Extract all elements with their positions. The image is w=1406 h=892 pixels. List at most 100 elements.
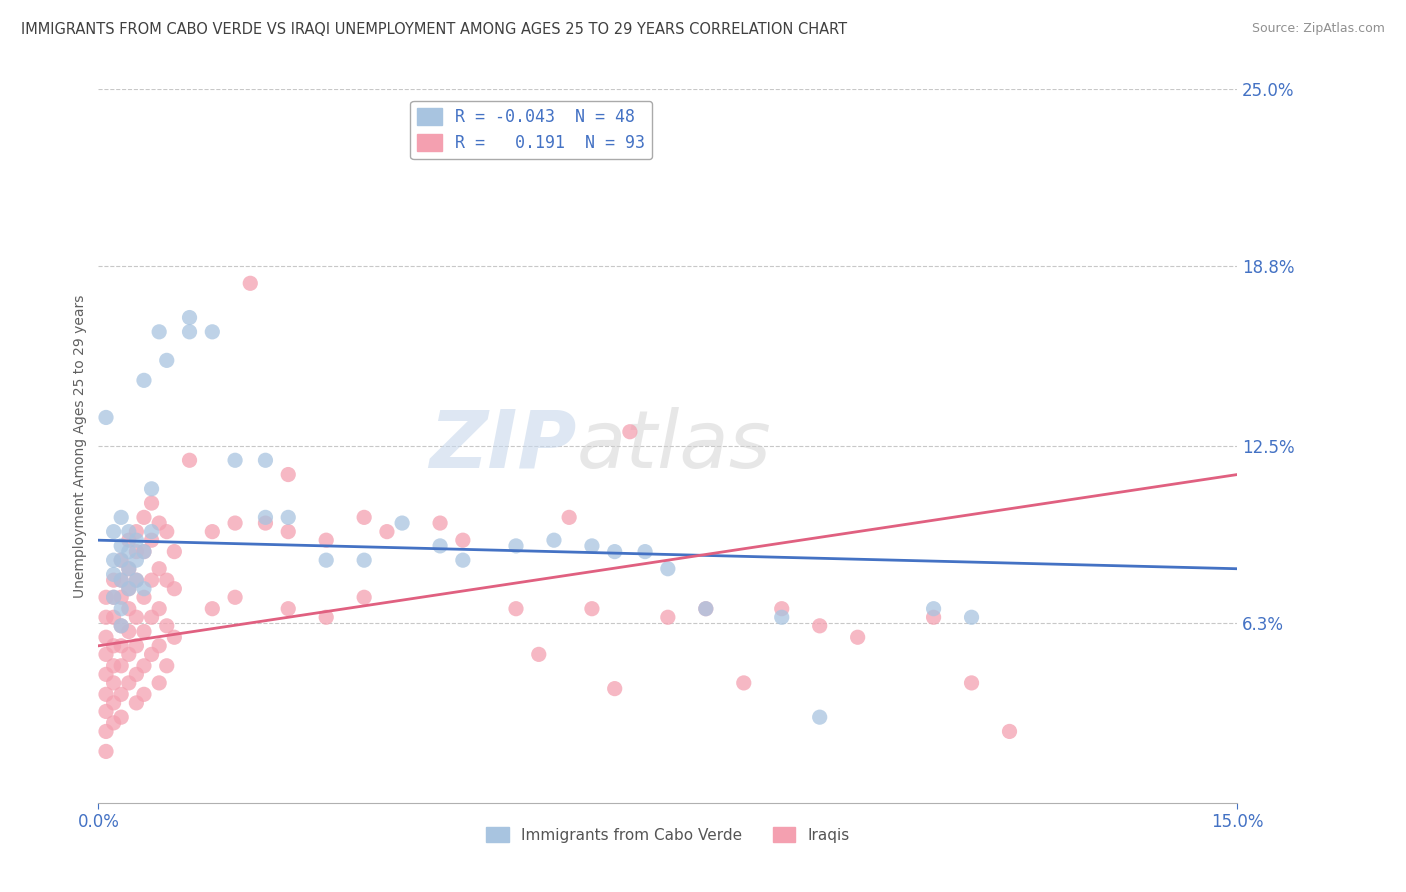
Point: [132, 544, 155, 558]
Point: [429, 516, 451, 530]
Point: [770, 601, 793, 615]
Point: [110, 601, 132, 615]
Text: IMMIGRANTS FROM CABO VERDE VS IRAQI UNEMPLOYMENT AMONG AGES 25 TO 29 YEARS CORRE: IMMIGRANTS FROM CABO VERDE VS IRAQI UNEM…: [21, 22, 848, 37]
Point: [141, 482, 163, 496]
Point: [353, 553, 375, 567]
Point: [156, 658, 179, 673]
Point: [179, 310, 201, 325]
Point: [148, 639, 170, 653]
Point: [103, 524, 125, 539]
Point: [201, 325, 224, 339]
Point: [163, 630, 186, 644]
Point: [110, 573, 132, 587]
Point: [132, 687, 155, 701]
Point: [581, 539, 603, 553]
Point: [141, 524, 163, 539]
Point: [118, 544, 141, 558]
Point: [94, 591, 117, 605]
Point: [451, 553, 474, 567]
Point: [125, 573, 148, 587]
Point: [315, 533, 337, 548]
Point: [94, 648, 117, 662]
Point: [132, 658, 155, 673]
Point: [110, 658, 132, 673]
Point: [695, 601, 717, 615]
Point: [998, 724, 1021, 739]
Point: [103, 553, 125, 567]
Point: [103, 658, 125, 673]
Point: [163, 544, 186, 558]
Point: [224, 591, 246, 605]
Point: [505, 539, 527, 553]
Point: [118, 582, 141, 596]
Point: [277, 510, 299, 524]
Point: [581, 601, 603, 615]
Point: [94, 630, 117, 644]
Point: [103, 715, 125, 730]
Point: [148, 325, 170, 339]
Point: [254, 516, 277, 530]
Point: [94, 410, 117, 425]
Point: [634, 544, 657, 558]
Point: [125, 696, 148, 710]
Point: [110, 539, 132, 553]
Point: [391, 516, 413, 530]
Point: [353, 591, 375, 605]
Point: [125, 573, 148, 587]
Point: [156, 573, 179, 587]
Point: [118, 601, 141, 615]
Point: [922, 601, 945, 615]
Point: [315, 610, 337, 624]
Y-axis label: Unemployment Among Ages 25 to 29 years: Unemployment Among Ages 25 to 29 years: [73, 294, 87, 598]
Point: [148, 562, 170, 576]
Point: [254, 453, 277, 467]
Point: [558, 510, 581, 524]
Point: [505, 601, 527, 615]
Point: [808, 619, 831, 633]
Point: [156, 353, 179, 368]
Point: [94, 610, 117, 624]
Point: [451, 533, 474, 548]
Point: [277, 601, 299, 615]
Point: [156, 619, 179, 633]
Point: [132, 544, 155, 558]
Point: [375, 524, 398, 539]
Point: [179, 325, 201, 339]
Text: Source: ZipAtlas.com: Source: ZipAtlas.com: [1251, 22, 1385, 36]
Point: [118, 524, 141, 539]
Point: [201, 524, 224, 539]
Point: [118, 676, 141, 690]
Point: [846, 630, 869, 644]
Point: [603, 544, 626, 558]
Point: [224, 453, 246, 467]
Point: [125, 544, 148, 558]
Text: atlas: atlas: [576, 407, 772, 485]
Point: [239, 277, 262, 291]
Point: [110, 553, 132, 567]
Text: ZIP: ZIP: [429, 407, 576, 485]
Point: [657, 610, 679, 624]
Point: [132, 591, 155, 605]
Point: [103, 676, 125, 690]
Point: [254, 510, 277, 524]
Point: [118, 562, 141, 576]
Point: [201, 601, 224, 615]
Point: [118, 562, 141, 576]
Point: [429, 539, 451, 553]
Point: [94, 724, 117, 739]
Point: [148, 601, 170, 615]
Point: [132, 373, 155, 387]
Point: [125, 533, 148, 548]
Point: [103, 639, 125, 653]
Point: [94, 687, 117, 701]
Point: [103, 591, 125, 605]
Point: [695, 601, 717, 615]
Point: [103, 696, 125, 710]
Point: [960, 676, 983, 690]
Point: [110, 619, 132, 633]
Point: [527, 648, 550, 662]
Point: [543, 533, 565, 548]
Point: [94, 667, 117, 681]
Point: [141, 573, 163, 587]
Point: [163, 582, 186, 596]
